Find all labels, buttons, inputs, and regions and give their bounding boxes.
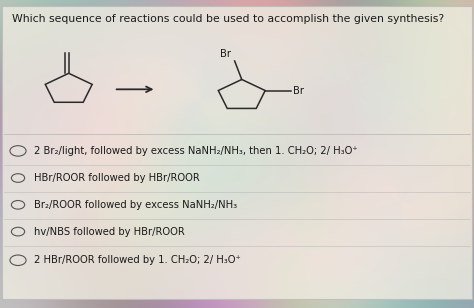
- Text: Which sequence of reactions could be used to accomplish the given synthesis?: Which sequence of reactions could be use…: [12, 14, 444, 24]
- Text: 2 HBr/ROOR followed by 1. CH₂O; 2/ H₃O⁺: 2 HBr/ROOR followed by 1. CH₂O; 2/ H₃O⁺: [34, 255, 241, 265]
- Text: Br₂/ROOR followed by excess NaNH₂/NH₃: Br₂/ROOR followed by excess NaNH₂/NH₃: [34, 200, 237, 210]
- FancyBboxPatch shape: [2, 6, 472, 299]
- Text: HBr/ROOR followed by HBr/ROOR: HBr/ROOR followed by HBr/ROOR: [34, 173, 200, 183]
- Text: hv/NBS followed by HBr/ROOR: hv/NBS followed by HBr/ROOR: [34, 227, 185, 237]
- Text: 2 Br₂/light, followed by excess NaNH₂/NH₃, then 1. CH₂O; 2/ H₃O⁺: 2 Br₂/light, followed by excess NaNH₂/NH…: [34, 146, 358, 156]
- Text: Br: Br: [293, 86, 304, 95]
- Text: Br: Br: [220, 49, 231, 59]
